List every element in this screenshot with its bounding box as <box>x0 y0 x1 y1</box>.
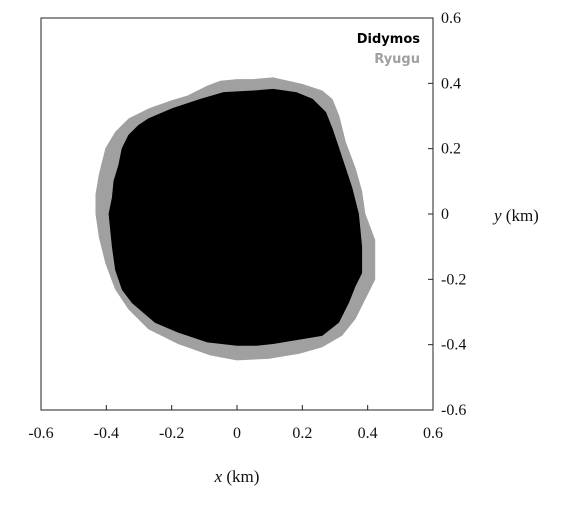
y-tick-label: 0.2 <box>441 141 461 158</box>
y-tick-label: 0.6 <box>441 10 461 27</box>
y-tick-label: 0 <box>441 206 449 223</box>
legend: Didymos Ryugu <box>357 32 421 67</box>
tick-layer: -0.6 -0.4 -0.2 0 0.2 0.4 0.6 0.6 0.4 0.2 0 -0.2 -0.4… <box>28 10 466 442</box>
x-axis-unit: (km) <box>222 467 259 486</box>
y-tick-label: 0.4 <box>441 75 461 92</box>
y-tick-label: -0.4 <box>441 337 466 354</box>
y-tick-label: -0.6 <box>441 402 466 419</box>
x-tick-label: 0 <box>233 425 241 442</box>
y-axis-label: y (km) <box>492 206 539 225</box>
x-tick-label: -0.2 <box>159 425 184 442</box>
x-tick-label: -0.4 <box>94 425 119 442</box>
shape-layer <box>95 77 376 361</box>
x-tick-label: -0.6 <box>28 425 53 442</box>
x-tick-label: 0.6 <box>423 425 443 442</box>
y-tick-label: -0.2 <box>441 271 466 288</box>
y-axis-variable: y <box>492 206 502 225</box>
legend-label-ryugu: Ryugu <box>374 52 420 67</box>
y-axis-unit: (km) <box>502 206 539 225</box>
x-axis-variable: x <box>214 467 223 486</box>
legend-label-didymos: Didymos <box>357 32 421 47</box>
x-tick-label: 0.4 <box>358 425 378 442</box>
didymos-shape <box>108 88 363 346</box>
x-tick-label: 0.2 <box>292 425 312 442</box>
x-axis-label: x (km) <box>214 467 260 486</box>
